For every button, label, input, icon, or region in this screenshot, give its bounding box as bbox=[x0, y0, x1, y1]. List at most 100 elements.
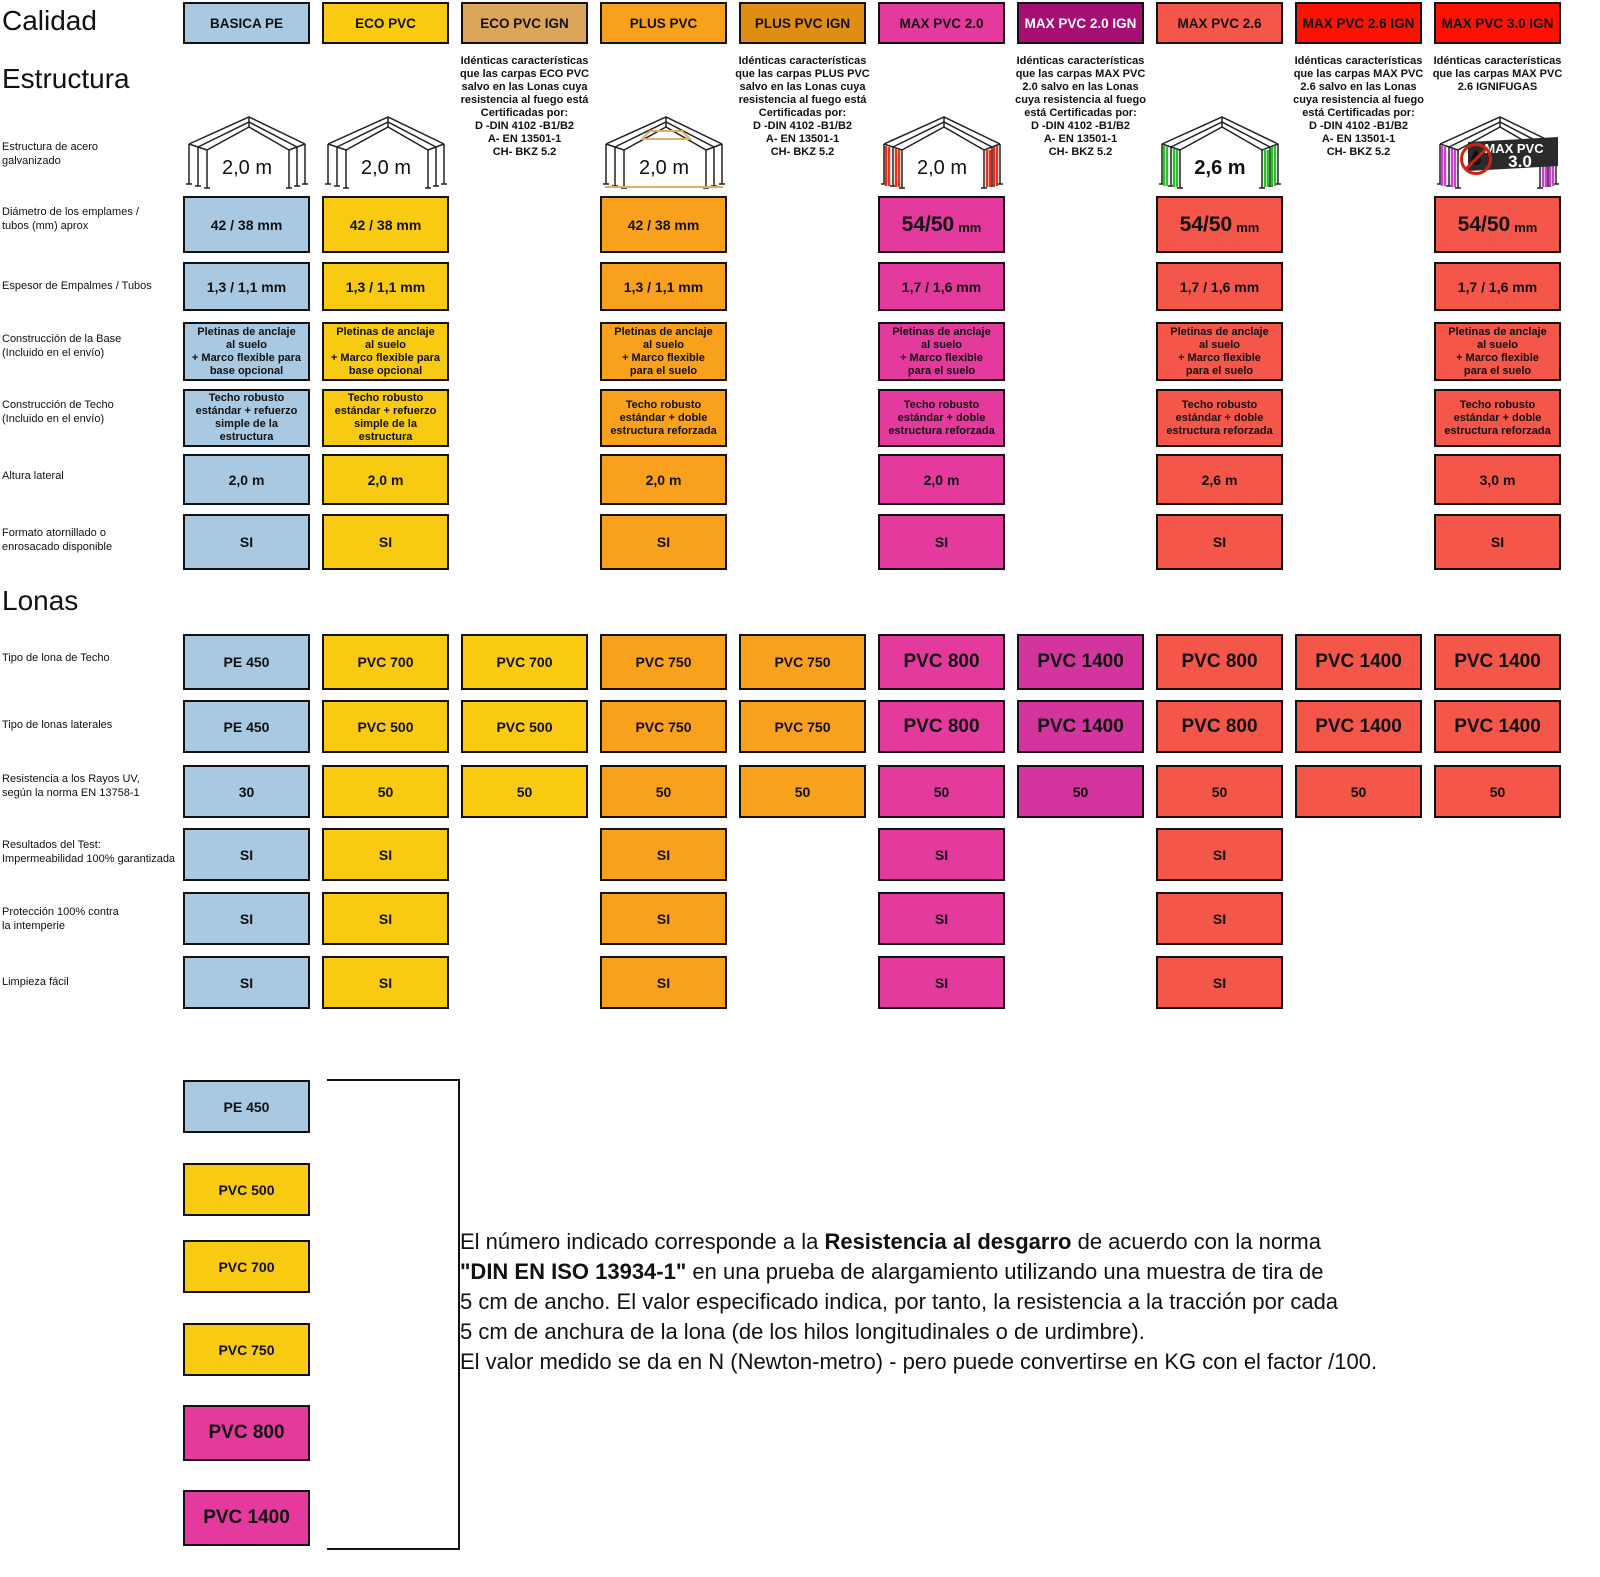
tent-icon-max-pvc-20: 2,0 m bbox=[878, 112, 1005, 192]
legend-item-pvc-750: PVC 750 bbox=[183, 1323, 310, 1376]
svg-text:MAX PVC: MAX PVC bbox=[1484, 141, 1544, 156]
footnote-line-3: 5 cm de ancho. El valor especificado ind… bbox=[460, 1289, 1339, 1314]
cell-altura-lateral-max-pvc-30-ign: 3,0 m bbox=[1434, 454, 1561, 505]
cell-espesor-plus-pvc: 1,3 / 1,1 mm bbox=[600, 262, 727, 311]
cell-techo-construccion-max-pvc-26: Techo robusto estándar + doble estructur… bbox=[1156, 389, 1283, 447]
legend-item-pvc-800: PVC 800 bbox=[183, 1405, 310, 1461]
row-label-altura-lateral: Altura lateral bbox=[2, 470, 64, 482]
cell-base-plus-pvc: Pletinas de anclaje al suelo + Marco fle… bbox=[600, 322, 727, 381]
cell-formato-plus-pvc: SI bbox=[600, 514, 727, 570]
cell-resistencia-uv-max-pvc-20: 50 bbox=[878, 765, 1005, 818]
cell-lona-techo-plus-pvc-ign: PVC 750 bbox=[739, 634, 866, 690]
cell-proteccion-intemperie-max-pvc-26: SI bbox=[1156, 892, 1283, 945]
legend-bracket bbox=[327, 1079, 460, 1550]
cell-limpieza-eco-pvc: SI bbox=[322, 956, 449, 1009]
cell-impermeabilidad-plus-pvc: SI bbox=[600, 828, 727, 881]
cell-limpieza-basica-pe: SI bbox=[183, 956, 310, 1009]
quality-header-plus-pvc: PLUS PVC bbox=[600, 2, 727, 44]
cell-lona-laterales-max-pvc-20: PVC 800 bbox=[878, 700, 1005, 753]
footnote-line-4: 5 cm de anchura de la lona (de los hilos… bbox=[460, 1319, 1145, 1344]
identicas-note-plus-pvc-ign: Idénticas características que las carpas… bbox=[735, 55, 870, 158]
tent-icon-basica-pe: 2,0 m bbox=[183, 112, 310, 192]
cell-lona-techo-max-pvc-30-ign: PVC 1400 bbox=[1434, 634, 1561, 690]
cell-formato-max-pvc-26: SI bbox=[1156, 514, 1283, 570]
cell-techo-construccion-plus-pvc: Techo robusto estándar + doble estructur… bbox=[600, 389, 727, 447]
svg-text:2,0 m: 2,0 m bbox=[639, 157, 689, 179]
identicas-note-max-pvc-20-ign: Idénticas características que las carpas… bbox=[1015, 55, 1146, 158]
footnote-line-1: El número indicado corresponde a la Resi… bbox=[460, 1229, 1321, 1254]
cell-lona-laterales-eco-pvc-ign: PVC 500 bbox=[461, 700, 588, 753]
tent-icon-max-pvc-26: 2,6 m bbox=[1156, 112, 1283, 192]
cell-diametro-plus-pvc: 42 / 38 mm bbox=[600, 196, 727, 253]
svg-text:2,0 m: 2,0 m bbox=[222, 157, 272, 179]
cell-resistencia-uv-max-pvc-26-ign: 50 bbox=[1295, 765, 1422, 818]
row-label-techo-construccion: Construcción de Techo (Incluido en el en… bbox=[2, 399, 114, 425]
row-label-formato: Formato atornillado o enrosacado disponi… bbox=[2, 527, 113, 553]
cell-altura-lateral-basica-pe: 2,0 m bbox=[183, 454, 310, 505]
cell-resistencia-uv-max-pvc-26: 50 bbox=[1156, 765, 1283, 818]
cell-base-max-pvc-26: Pletinas de anclaje al suelo + Marco fle… bbox=[1156, 322, 1283, 381]
cell-diametro-eco-pvc: 42 / 38 mm bbox=[322, 196, 449, 253]
quality-header-basica-pe: BASICA PE bbox=[183, 2, 310, 44]
cell-limpieza-plus-pvc: SI bbox=[600, 956, 727, 1009]
cell-base-max-pvc-30-ign: Pletinas de anclaje al suelo + Marco fle… bbox=[1434, 322, 1561, 381]
cell-proteccion-intemperie-eco-pvc: SI bbox=[322, 892, 449, 945]
cell-altura-lateral-max-pvc-26: 2,6 m bbox=[1156, 454, 1283, 505]
cell-espesor-basica-pe: 1,3 / 1,1 mm bbox=[183, 262, 310, 311]
svg-text:3.0: 3.0 bbox=[1508, 152, 1532, 171]
cell-impermeabilidad-max-pvc-20: SI bbox=[878, 828, 1005, 881]
row-label-limpieza: Limpieza fácil bbox=[2, 976, 69, 988]
cell-base-basica-pe: Pletinas de anclaje al suelo + Marco fle… bbox=[183, 322, 310, 381]
cell-lona-laterales-max-pvc-26-ign: PVC 1400 bbox=[1295, 700, 1422, 753]
tent-icon-plus-pvc: 2,0 m bbox=[600, 112, 727, 192]
identicas-note-eco-pvc-ign: Idénticas características que las carpas… bbox=[460, 55, 589, 158]
cell-techo-construccion-max-pvc-20: Techo robusto estándar + doble estructur… bbox=[878, 389, 1005, 447]
cell-diametro-max-pvc-20: 54/50 mm bbox=[878, 196, 1005, 253]
cell-lona-techo-plus-pvc: PVC 750 bbox=[600, 634, 727, 690]
cell-espesor-max-pvc-20: 1,7 / 1,6 mm bbox=[878, 262, 1005, 311]
cell-base-eco-pvc: Pletinas de anclaje al suelo + Marco fle… bbox=[322, 322, 449, 381]
cell-altura-lateral-plus-pvc: 2,0 m bbox=[600, 454, 727, 505]
cell-impermeabilidad-basica-pe: SI bbox=[183, 828, 310, 881]
cell-base-max-pvc-20: Pletinas de anclaje al suelo + Marco fle… bbox=[878, 322, 1005, 381]
cell-techo-construccion-eco-pvc: Techo robusto estándar + refuerzo simple… bbox=[322, 389, 449, 447]
cell-formato-max-pvc-30-ign: SI bbox=[1434, 514, 1561, 570]
cell-lona-techo-max-pvc-20-ign: PVC 1400 bbox=[1017, 634, 1144, 690]
row-label-proteccion: Protección 100% contra la intemperie bbox=[2, 906, 119, 932]
cell-impermeabilidad-eco-pvc: SI bbox=[322, 828, 449, 881]
cell-resistencia-uv-eco-pvc: 50 bbox=[322, 765, 449, 818]
cell-limpieza-max-pvc-20: SI bbox=[878, 956, 1005, 1009]
svg-text:2,0 m: 2,0 m bbox=[361, 157, 411, 179]
cell-lona-laterales-max-pvc-30-ign: PVC 1400 bbox=[1434, 700, 1561, 753]
svg-text:2,6 m: 2,6 m bbox=[1194, 157, 1245, 179]
cell-lona-techo-max-pvc-26: PVC 800 bbox=[1156, 634, 1283, 690]
cell-diametro-max-pvc-30-ign: 54/50 mm bbox=[1434, 196, 1561, 253]
no-fire-icon bbox=[1460, 143, 1492, 175]
cell-techo-construccion-max-pvc-30-ign: Techo robusto estándar + doble estructur… bbox=[1434, 389, 1561, 447]
cell-resistencia-uv-max-pvc-30-ign: 50 bbox=[1434, 765, 1561, 818]
cell-lona-laterales-plus-pvc-ign: PVC 750 bbox=[739, 700, 866, 753]
quality-header-max-pvc-20-ign: MAX PVC 2.0 IGN bbox=[1017, 2, 1144, 44]
cell-lona-laterales-eco-pvc: PVC 500 bbox=[322, 700, 449, 753]
cell-lona-laterales-basica-pe: PE 450 bbox=[183, 700, 310, 753]
identicas-note-max-pvc-26-ign: Idénticas características que las carpas… bbox=[1293, 55, 1424, 158]
cell-altura-lateral-eco-pvc: 2,0 m bbox=[322, 454, 449, 505]
cell-resistencia-uv-max-pvc-20-ign: 50 bbox=[1017, 765, 1144, 818]
row-label-diametro: Diámetro de los emplames / tubos (mm) ap… bbox=[2, 206, 139, 232]
cell-lona-techo-max-pvc-20: PVC 800 bbox=[878, 634, 1005, 690]
cell-resistencia-uv-plus-pvc-ign: 50 bbox=[739, 765, 866, 818]
cell-formato-eco-pvc: SI bbox=[322, 514, 449, 570]
row-label-espesor: Espesor de Empalmes / Tubos bbox=[2, 280, 152, 292]
footnote-text: El número indicado corresponde a la Resi… bbox=[460, 1227, 1570, 1377]
cell-resistencia-uv-eco-pvc-ign: 50 bbox=[461, 765, 588, 818]
cell-espesor-eco-pvc: 1,3 / 1,1 mm bbox=[322, 262, 449, 311]
svg-text:2,0 m: 2,0 m bbox=[917, 157, 967, 179]
cell-lona-laterales-plus-pvc: PVC 750 bbox=[600, 700, 727, 753]
cell-lona-laterales-max-pvc-20-ign: PVC 1400 bbox=[1017, 700, 1144, 753]
cell-diametro-max-pvc-26: 54/50 mm bbox=[1156, 196, 1283, 253]
identicas-note-max-pvc-30-ign: Idénticas características que las carpas… bbox=[1432, 55, 1563, 93]
cell-formato-max-pvc-20: SI bbox=[878, 514, 1005, 570]
row-label-resistencia-uv: Resistencia a los Rayos UV, según la nor… bbox=[2, 773, 140, 799]
cell-limpieza-max-pvc-26: SI bbox=[1156, 956, 1283, 1009]
